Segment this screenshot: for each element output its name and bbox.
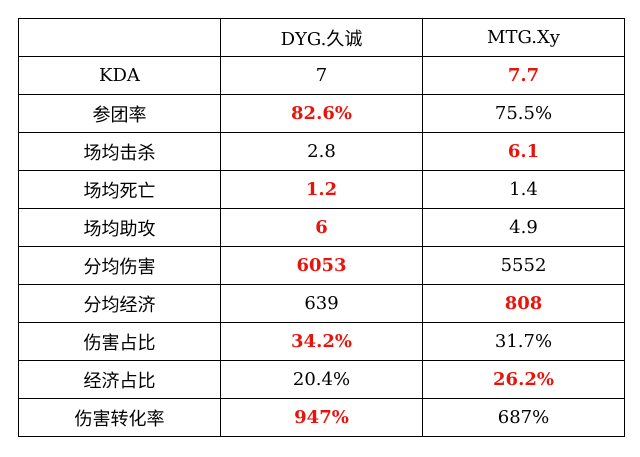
stat-value: 5552 [422,246,625,285]
stat-value: 1.4 [422,170,625,209]
stat-value: 34.2% [220,322,423,361]
row-label: KDA [18,56,221,95]
table-row: 经济占比 20.4% 26.2% [18,360,625,399]
stat-value: 687% [422,398,625,437]
table-body: DYG.久诚 MTG.Xy KDA 7 7.7 参团率 82.6% 75.5% 场均击杀 2.… [18,18,625,437]
stat-value: 20.4% [220,360,423,399]
row-label: 经济占比 [18,360,221,399]
table-row: 伤害占比 34.2% 31.7% [18,322,625,361]
stat-value: 6.1 [422,132,625,171]
row-label: 参团率 [18,94,221,133]
stat-value: 6053 [220,246,423,285]
table-row: 分均伤害 6053 5552 [18,246,625,285]
table-row: 场均助攻 6 4.9 [18,208,625,247]
header-row: DYG.久诚 MTG.Xy [18,18,625,57]
table-row: 分均经济 639 808 [18,284,625,323]
stat-value: 7 [220,56,423,95]
stat-value: 639 [220,284,423,323]
stats-table: DYG.久诚 MTG.Xy KDA 7 7.7 参团率 82.6% 75.5% 场均击杀 2.… [18,18,625,437]
table-row: 伤害转化率 947% 687% [18,398,625,437]
stat-value: 31.7% [422,322,625,361]
stat-value: 75.5% [422,94,625,133]
table-row: 场均死亡 1.2 1.4 [18,170,625,209]
stat-value: 2.8 [220,132,423,171]
stat-value: 1.2 [220,170,423,209]
stat-value: 6 [220,208,423,247]
row-label: 场均助攻 [18,208,221,247]
column-header: DYG.久诚 [220,18,423,57]
row-label: 分均伤害 [18,246,221,285]
table-row: 场均击杀 2.8 6.1 [18,132,625,171]
row-label: 伤害占比 [18,322,221,361]
row-label: 场均击杀 [18,132,221,171]
table-row: KDA 7 7.7 [18,56,625,95]
stat-value: 808 [422,284,625,323]
row-label: 场均死亡 [18,170,221,209]
header-empty [18,18,221,57]
stat-value: 26.2% [422,360,625,399]
stat-value: 4.9 [422,208,625,247]
row-label: 分均经济 [18,284,221,323]
stat-value: 7.7 [422,56,625,95]
column-header: MTG.Xy [422,18,625,57]
table-row: 参团率 82.6% 75.5% [18,94,625,133]
row-label: 伤害转化率 [18,398,221,437]
stat-value: 947% [220,398,423,437]
stat-value: 82.6% [220,94,423,133]
